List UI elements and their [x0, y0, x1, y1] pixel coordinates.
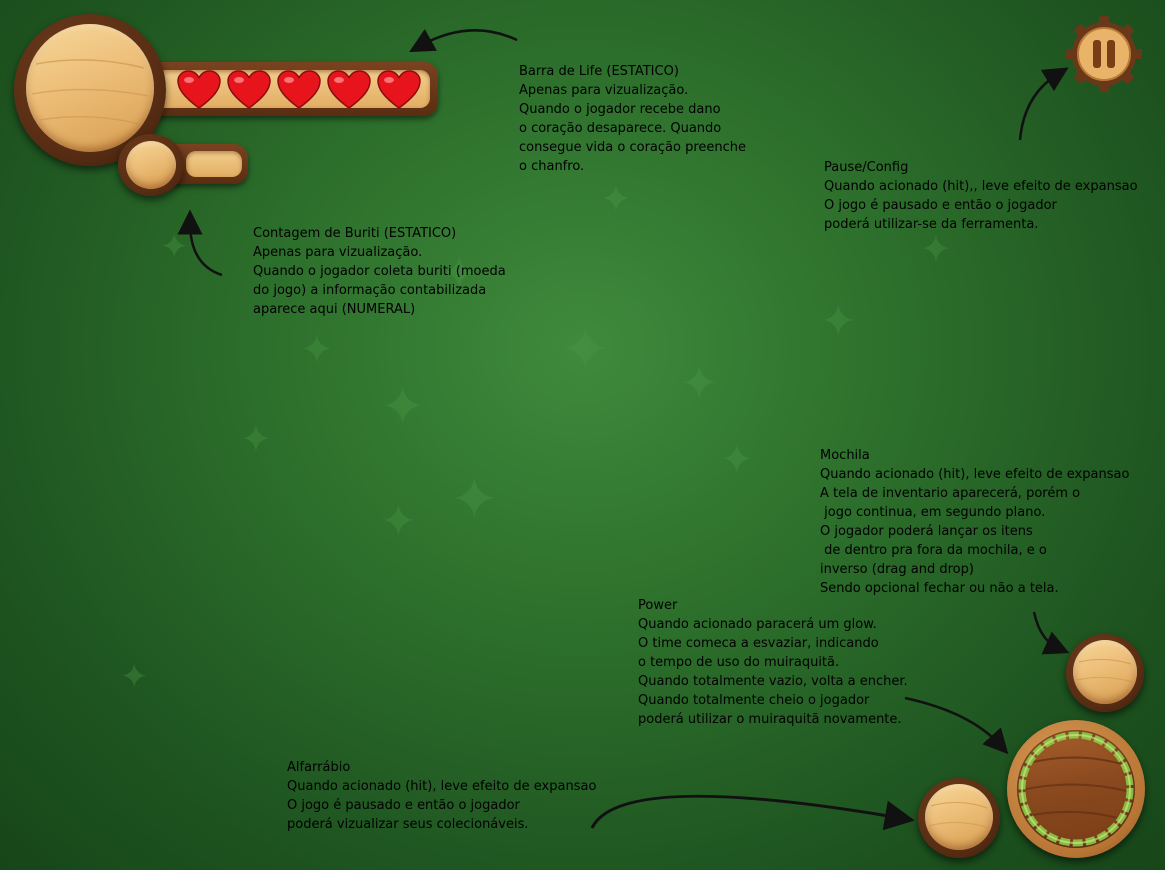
- note-buriti: Contagem de Buriti (ESTATICO) Apenas par…: [253, 226, 506, 317]
- mochila-icon: [1073, 640, 1137, 704]
- note-alfarrabio: Alfarrábio Quando acionado (hit), leve e…: [287, 760, 597, 832]
- buriti-value-slot: [186, 151, 242, 177]
- note-power: Power Quando acionado paracerá um glow. …: [638, 598, 908, 727]
- arrow-icon: [409, 28, 518, 53]
- buriti-icon: [126, 141, 176, 189]
- note-life-bar: Barra de Life (ESTATICO) Apenas para viz…: [519, 64, 747, 174]
- heart-icon: [176, 70, 221, 110]
- mochila-button[interactable]: [1066, 634, 1144, 712]
- alfarrabio-button[interactable]: [918, 778, 1000, 858]
- buriti-icon-frame: [118, 134, 184, 196]
- gear-icon: [1066, 16, 1142, 92]
- heart-icon: [276, 70, 321, 110]
- pause-button[interactable]: [1064, 14, 1144, 94]
- note-mochila: Mochila Quando acionado (hit), leve efei…: [820, 448, 1130, 596]
- avatar-slot: [26, 24, 154, 152]
- heart-icon: [376, 70, 421, 110]
- pause-icon: [1093, 40, 1115, 68]
- note-pause: Pause/Config Quando acionado (hit),, lev…: [824, 160, 1138, 232]
- heart-icon: [326, 70, 371, 110]
- arrow-icon: [590, 794, 915, 831]
- power-timer-ring: [1018, 731, 1134, 847]
- power-button[interactable]: [1007, 720, 1145, 858]
- alfarrabio-icon: [925, 784, 993, 850]
- arrow-icon: [1018, 67, 1069, 141]
- arrow-icon: [904, 696, 1009, 755]
- arrow-icon: [177, 209, 223, 277]
- heart-icon: [226, 70, 271, 110]
- arrow-icon: [1032, 611, 1070, 655]
